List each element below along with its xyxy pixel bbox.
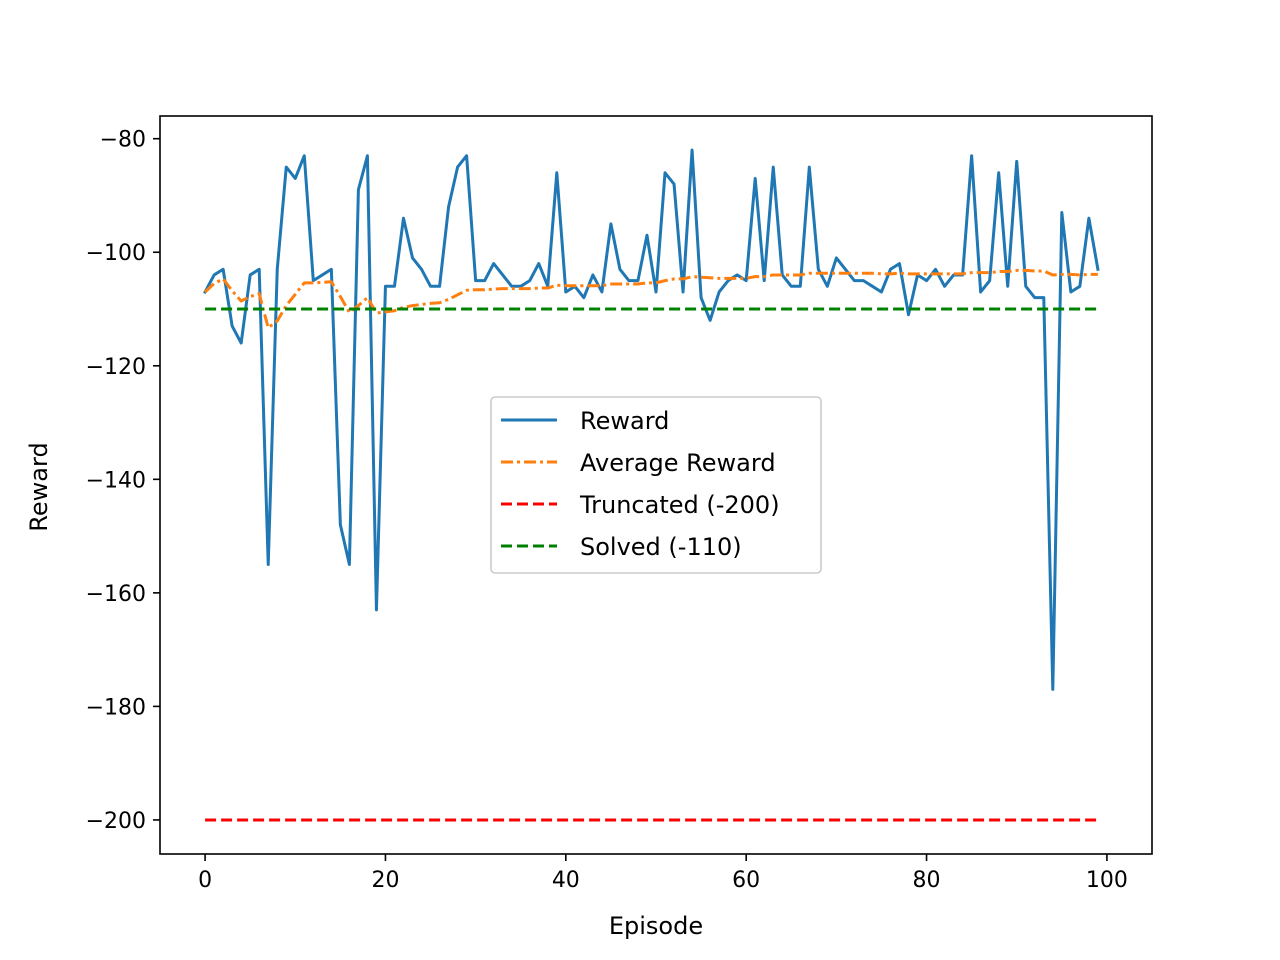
x-tick-label: 20	[371, 868, 399, 893]
series-line-reward	[203, 148, 1100, 691]
legend-label-reward: Reward	[580, 407, 669, 435]
x-tick-label: 40	[552, 868, 580, 893]
legend-box	[490, 396, 822, 574]
x-tick-label: 80	[913, 868, 941, 893]
x-tick-label: 0	[198, 868, 212, 893]
y-axis-label: Reward	[25, 442, 53, 531]
x-tick-label: 60	[732, 868, 760, 893]
x-axis-ticks: 0 20 40 60 80 100	[198, 854, 1128, 893]
y-axis-ticks: −80 −100 −120 −140 −160 −180 −200	[86, 128, 160, 834]
plot-frame	[159, 115, 1153, 855]
y-tick-label: −160	[86, 582, 146, 607]
y-tick-label: −200	[86, 809, 146, 834]
legend-label-truncated-200: Truncated (-200)	[579, 491, 780, 519]
y-tick-label: −180	[86, 695, 146, 720]
legend-label-average-reward: Average Reward	[580, 449, 776, 477]
y-tick-label: −100	[86, 241, 146, 266]
y-tick-label: −140	[86, 468, 146, 493]
x-axis-label: Episode	[609, 912, 703, 940]
y-tick-label: −80	[100, 128, 146, 153]
x-tick-label: 100	[1086, 868, 1128, 893]
y-tick-label: −120	[86, 355, 146, 380]
plot-area	[203, 148, 1100, 822]
legend: Reward Average Reward Truncated (-200) Solv…	[490, 396, 822, 574]
legend-label-solved-110: Solved (-110)	[580, 533, 742, 561]
